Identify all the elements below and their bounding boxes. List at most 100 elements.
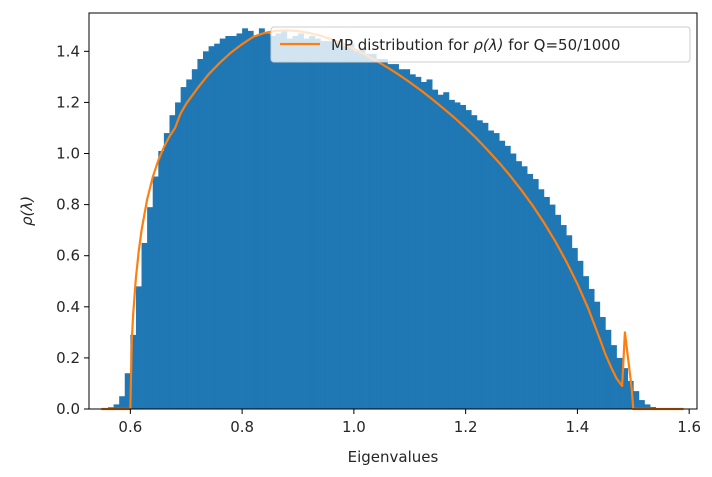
histogram-bar [113, 404, 120, 409]
histogram-bar [186, 79, 193, 410]
histogram-bar [409, 74, 416, 409]
histogram-bar [303, 38, 310, 410]
histogram-bar [247, 30, 254, 409]
histogram-bar [376, 58, 383, 410]
histogram-bar [348, 43, 355, 409]
x-tick-label: 0.8 [230, 418, 254, 436]
histogram-bar [320, 41, 327, 409]
histogram-bar [163, 133, 170, 409]
histogram-bar [437, 94, 444, 409]
x-axis-label: Eigenvalues [348, 448, 439, 466]
x-tick-label: 1.2 [454, 418, 478, 436]
x-tick-label: 1.4 [565, 418, 589, 436]
histogram-bar [236, 33, 243, 409]
histogram-bar [147, 207, 154, 409]
histogram-bar [454, 102, 461, 410]
histogram-bar [325, 41, 332, 409]
histogram-bar [381, 58, 388, 410]
histogram-bar [555, 214, 561, 409]
histogram-bar [225, 35, 232, 410]
histogram-bar [331, 43, 338, 409]
histogram-bar [605, 329, 612, 409]
histogram-bar [197, 58, 204, 410]
histogram-bar [258, 28, 265, 410]
histogram-bar [242, 28, 249, 410]
histogram-bar [124, 373, 131, 409]
histogram-bar [119, 396, 126, 409]
histogram-bar [599, 317, 606, 409]
histogram-bar [532, 179, 539, 409]
y-tick-label: 1.4 [56, 42, 80, 60]
legend-label-mp: MP distribution for ρ(λ) for Q=50/1000 [331, 36, 620, 54]
histogram-bar [515, 161, 522, 409]
histogram-bar [264, 33, 271, 409]
histogram-bar [135, 286, 142, 409]
histogram-bar [219, 38, 226, 410]
histogram-bar [521, 166, 528, 409]
histogram-bar [141, 242, 148, 409]
legend: MP distribution for ρ(λ) for Q=50/1000 [270, 26, 691, 63]
histogram-bar [610, 345, 617, 409]
histogram-bar [482, 122, 489, 410]
histogram-bar [253, 35, 260, 410]
histogram-bar [175, 102, 181, 410]
histogram-bar [180, 87, 187, 409]
histogram-bar [476, 120, 483, 410]
histogram-bar [627, 380, 634, 409]
histogram-bar [309, 35, 316, 410]
histogram-bar [342, 46, 349, 410]
histogram-bar [571, 248, 578, 409]
axes-frame [88, 12, 698, 410]
histogram-bar [404, 69, 411, 410]
histogram-bar [158, 150, 165, 409]
histogram-bar [510, 153, 517, 409]
histogram-bar [538, 189, 545, 409]
histogram-bar [471, 115, 478, 409]
histogram-bar [337, 41, 344, 409]
y-tick-label: 0.6 [56, 247, 80, 265]
histogram-bar [365, 53, 371, 409]
histogram-bar [230, 35, 237, 410]
histogram-bar [577, 260, 584, 409]
histogram-bar [353, 51, 360, 409]
histogram-bar [560, 225, 567, 409]
y-tick-label: 0.2 [56, 349, 80, 367]
histogram-bar [314, 38, 321, 410]
histogram-bar [465, 110, 472, 409]
histogram-bar [169, 115, 176, 409]
x-tick-label: 1.6 [677, 418, 701, 436]
histogram-bar [286, 38, 293, 410]
histogram-bar [448, 99, 455, 410]
histogram-bar [566, 235, 573, 409]
y-tick-label: 1.2 [56, 93, 80, 111]
x-axis: 0.6 0.8 1.0 1.2 1.4 1.6 [118, 409, 701, 436]
histogram-bar [443, 92, 450, 409]
y-tick-label: 0.0 [56, 400, 80, 418]
histogram-bar [638, 400, 645, 409]
histogram-bar [208, 46, 215, 410]
y-axis-label: ρ(λ) [18, 196, 36, 226]
histogram-bar [359, 48, 366, 410]
x-tick-label: 0.6 [118, 418, 142, 436]
histogram-bar [370, 53, 377, 409]
histogram-bar [633, 391, 640, 409]
histogram-bar [270, 35, 276, 410]
plot-area [88, 12, 698, 411]
histogram-bar [460, 104, 466, 409]
histogram-bar [393, 64, 399, 409]
y-axis: 0.0 0.2 0.4 0.6 0.8 1.0 1.2 1.4 [56, 42, 89, 418]
histogram-bar [622, 368, 629, 409]
histogram-bar [275, 33, 282, 409]
histogram-bar [203, 51, 209, 409]
x-tick-label: 1.0 [342, 418, 366, 436]
histogram-bar [281, 30, 288, 409]
histogram-bar [583, 276, 589, 409]
histogram-bar [543, 196, 550, 409]
histogram-bar [152, 176, 159, 409]
histogram-bar [504, 145, 511, 409]
histogram-bar [387, 64, 394, 409]
histogram-bar [191, 69, 198, 410]
histogram-bar [415, 76, 422, 410]
histogram-bar [426, 79, 433, 410]
